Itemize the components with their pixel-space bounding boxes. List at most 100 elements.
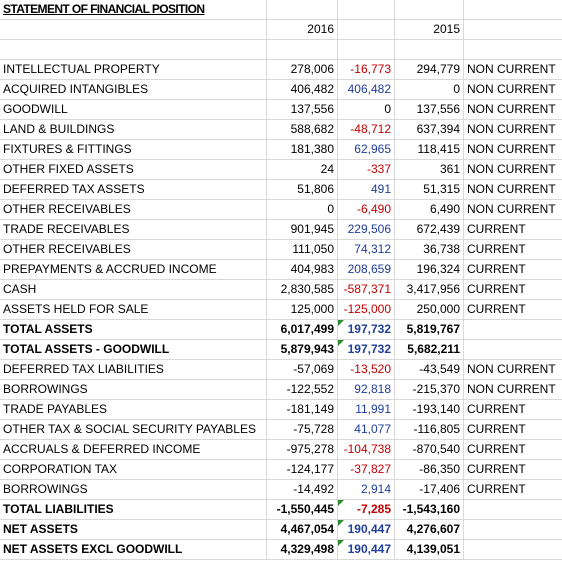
classification[interactable]: CURRENT: [464, 480, 562, 500]
empty-cell[interactable]: [0, 20, 267, 40]
classification[interactable]: CURRENT: [464, 280, 562, 300]
year-2016-header[interactable]: 2016: [267, 20, 338, 40]
row-label[interactable]: NET ASSETS: [0, 520, 267, 540]
change-value[interactable]: 74,312: [338, 240, 395, 260]
change-value[interactable]: 229,506: [338, 220, 395, 240]
change-value[interactable]: 41,077: [338, 420, 395, 440]
empty-cell[interactable]: [464, 40, 562, 60]
change-value[interactable]: -16,773: [338, 60, 395, 80]
row-label[interactable]: TOTAL ASSETS - GOODWILL: [0, 340, 267, 360]
value-2015[interactable]: 36,738: [395, 240, 464, 260]
row-label[interactable]: GOODWILL: [0, 100, 267, 120]
classification[interactable]: [464, 500, 562, 520]
row-label[interactable]: FIXTURES & FITTINGS: [0, 140, 267, 160]
classification[interactable]: NON CURRENT: [464, 60, 562, 80]
classification[interactable]: NON CURRENT: [464, 80, 562, 100]
value-2016[interactable]: 404,983: [267, 260, 338, 280]
value-2015[interactable]: 5,682,211: [395, 340, 464, 360]
change-value[interactable]: 190,447: [338, 540, 395, 560]
row-label[interactable]: TRADE PAYABLES: [0, 400, 267, 420]
value-2015[interactable]: 118,415: [395, 140, 464, 160]
row-label[interactable]: CORPORATION TAX: [0, 460, 267, 480]
empty-cell[interactable]: [338, 0, 395, 20]
empty-cell[interactable]: [267, 40, 338, 60]
value-2016[interactable]: 111,050: [267, 240, 338, 260]
classification[interactable]: CURRENT: [464, 440, 562, 460]
classification[interactable]: NON CURRENT: [464, 180, 562, 200]
value-2015[interactable]: 672,439: [395, 220, 464, 240]
value-2015[interactable]: -870,540: [395, 440, 464, 460]
sheet-title[interactable]: STATEMENT OF FINANCIAL POSITION: [0, 0, 267, 20]
change-value[interactable]: -6,490: [338, 200, 395, 220]
value-2015[interactable]: 6,490: [395, 200, 464, 220]
value-2015[interactable]: -215,370: [395, 380, 464, 400]
empty-cell[interactable]: [395, 0, 464, 20]
change-value[interactable]: -13,520: [338, 360, 395, 380]
change-value[interactable]: -125,000: [338, 300, 395, 320]
value-2016[interactable]: 5,879,943: [267, 340, 338, 360]
classification[interactable]: CURRENT: [464, 420, 562, 440]
value-2016[interactable]: 278,006: [267, 60, 338, 80]
change-value[interactable]: 197,732: [338, 320, 395, 340]
empty-cell[interactable]: [464, 0, 562, 20]
change-value[interactable]: 11,991: [338, 400, 395, 420]
classification[interactable]: [464, 520, 562, 540]
row-label[interactable]: OTHER RECEIVABLES: [0, 200, 267, 220]
value-2016[interactable]: 6,017,499: [267, 320, 338, 340]
value-2016[interactable]: -124,177: [267, 460, 338, 480]
value-2015[interactable]: 137,556: [395, 100, 464, 120]
empty-cell[interactable]: [338, 20, 395, 40]
classification[interactable]: [464, 320, 562, 340]
value-2015[interactable]: 361: [395, 160, 464, 180]
row-label[interactable]: OTHER FIXED ASSETS: [0, 160, 267, 180]
row-label[interactable]: TOTAL LIABILITIES: [0, 500, 267, 520]
row-label[interactable]: DEFERRED TAX ASSETS: [0, 180, 267, 200]
change-value[interactable]: -37,827: [338, 460, 395, 480]
row-label[interactable]: ASSETS HELD FOR SALE: [0, 300, 267, 320]
row-label[interactable]: DEFERRED TAX LIABILITIES: [0, 360, 267, 380]
value-2016[interactable]: -75,728: [267, 420, 338, 440]
change-value[interactable]: -48,712: [338, 120, 395, 140]
value-2015[interactable]: 196,324: [395, 260, 464, 280]
value-2016[interactable]: 4,329,498: [267, 540, 338, 560]
value-2015[interactable]: 294,779: [395, 60, 464, 80]
row-label[interactable]: TRADE RECEIVABLES: [0, 220, 267, 240]
value-2016[interactable]: -1,550,445: [267, 500, 338, 520]
change-value[interactable]: 208,659: [338, 260, 395, 280]
row-label[interactable]: LAND & BUILDINGS: [0, 120, 267, 140]
classification[interactable]: [464, 540, 562, 560]
empty-cell[interactable]: [464, 20, 562, 40]
classification[interactable]: NON CURRENT: [464, 360, 562, 380]
value-2015[interactable]: 250,000: [395, 300, 464, 320]
classification[interactable]: NON CURRENT: [464, 160, 562, 180]
row-label[interactable]: PREPAYMENTS & ACCRUED INCOME: [0, 260, 267, 280]
change-value[interactable]: 197,732: [338, 340, 395, 360]
row-label[interactable]: INTELLECTUAL PROPERTY: [0, 60, 267, 80]
row-label[interactable]: OTHER TAX & SOCIAL SECURITY PAYABLES: [0, 420, 267, 440]
classification[interactable]: NON CURRENT: [464, 380, 562, 400]
value-2015[interactable]: -1,543,160: [395, 500, 464, 520]
row-label[interactable]: BORROWINGS: [0, 480, 267, 500]
empty-cell[interactable]: [338, 40, 395, 60]
value-2015[interactable]: 3,417,956: [395, 280, 464, 300]
classification[interactable]: [464, 340, 562, 360]
classification[interactable]: CURRENT: [464, 260, 562, 280]
change-value[interactable]: 2,914: [338, 480, 395, 500]
value-2016[interactable]: 588,682: [267, 120, 338, 140]
change-value[interactable]: 491: [338, 180, 395, 200]
change-value[interactable]: -337: [338, 160, 395, 180]
classification[interactable]: NON CURRENT: [464, 100, 562, 120]
change-value[interactable]: 62,965: [338, 140, 395, 160]
value-2015[interactable]: 51,315: [395, 180, 464, 200]
value-2015[interactable]: 4,276,607: [395, 520, 464, 540]
value-2016[interactable]: -14,492: [267, 480, 338, 500]
row-label[interactable]: OTHER RECEIVABLES: [0, 240, 267, 260]
empty-cell[interactable]: [267, 0, 338, 20]
value-2015[interactable]: 5,819,767: [395, 320, 464, 340]
empty-cell[interactable]: [395, 40, 464, 60]
classification[interactable]: CURRENT: [464, 220, 562, 240]
value-2016[interactable]: 406,482: [267, 80, 338, 100]
row-label[interactable]: CASH: [0, 280, 267, 300]
value-2015[interactable]: -43,549: [395, 360, 464, 380]
value-2016[interactable]: 125,000: [267, 300, 338, 320]
